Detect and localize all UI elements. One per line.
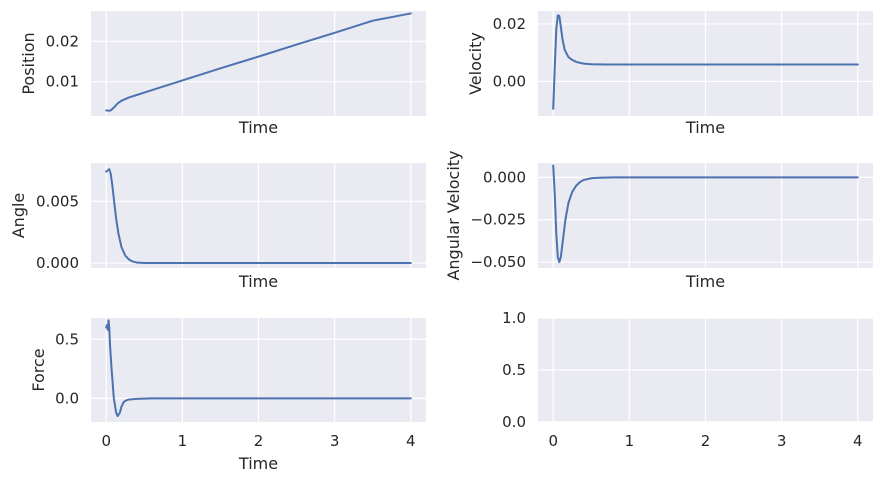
x-tick-label: 3 xyxy=(777,432,787,450)
x-axis-label: Time xyxy=(685,272,725,291)
y-tick-label: 0.00 xyxy=(493,72,526,90)
y-tick-label: 0.005 xyxy=(36,192,79,210)
y-axis-label: Position xyxy=(19,32,38,94)
y-axis-label: Velocity xyxy=(466,32,485,95)
y-tick-label: 0.000 xyxy=(483,168,526,186)
y-tick-label: 0.5 xyxy=(502,361,526,379)
y-axis-label: Angle xyxy=(9,193,28,239)
angular-velocity-series-line xyxy=(552,164,859,264)
y-tick-label: 1.0 xyxy=(502,309,526,327)
x-tick-label: 2 xyxy=(701,432,711,450)
axes-position: 0.01 0.02 Time Position xyxy=(19,11,426,137)
x-tick-label: 3 xyxy=(330,432,340,450)
y-tick-label: −0.050 xyxy=(470,253,526,271)
y-tick-label: 0.02 xyxy=(493,15,526,33)
x-axis-label: Time xyxy=(238,454,278,473)
x-tick-label: 1 xyxy=(625,432,635,450)
x-tick-label: 4 xyxy=(406,432,416,450)
y-tick-label: 0.02 xyxy=(46,32,79,50)
axes-force: 0.0 0.5 0 1 2 3 4 Time Force xyxy=(29,318,426,473)
x-tick-label: 2 xyxy=(254,432,264,450)
y-tick-label: −0.025 xyxy=(470,211,526,229)
y-axis-label: Angular Velocity xyxy=(444,150,463,280)
force-series-line xyxy=(105,319,412,418)
axes-velocity: 0.00 0.02 Time Velocity xyxy=(466,11,873,137)
y-tick-label: 0.0 xyxy=(55,389,79,407)
x-axis-label: Time xyxy=(238,272,278,291)
y-axis-label: Force xyxy=(29,348,48,391)
velocity-series-line xyxy=(552,14,859,110)
axes-empty: 0.0 0.5 1.0 0 1 2 3 4 xyxy=(502,309,873,450)
y-tick-label: 0.000 xyxy=(36,254,79,272)
x-tick-label: 0 xyxy=(101,432,111,450)
x-tick-label: 0 xyxy=(548,432,558,450)
angle-series-line xyxy=(105,168,412,265)
x-tick-label: 1 xyxy=(178,432,188,450)
y-tick-label: 0.5 xyxy=(55,330,79,348)
x-tick-label: 4 xyxy=(853,432,863,450)
x-axis-label: Time xyxy=(238,118,278,137)
position-series-line xyxy=(105,12,412,112)
y-tick-label: 0.0 xyxy=(502,413,526,431)
axes-angle: 0.000 0.005 Time Angle xyxy=(9,163,426,291)
y-tick-label: 0.01 xyxy=(46,73,79,91)
axes-angular-velocity: −0.050 −0.025 0.000 Time Angular Velocity xyxy=(444,150,873,291)
x-axis-label: Time xyxy=(685,118,725,137)
